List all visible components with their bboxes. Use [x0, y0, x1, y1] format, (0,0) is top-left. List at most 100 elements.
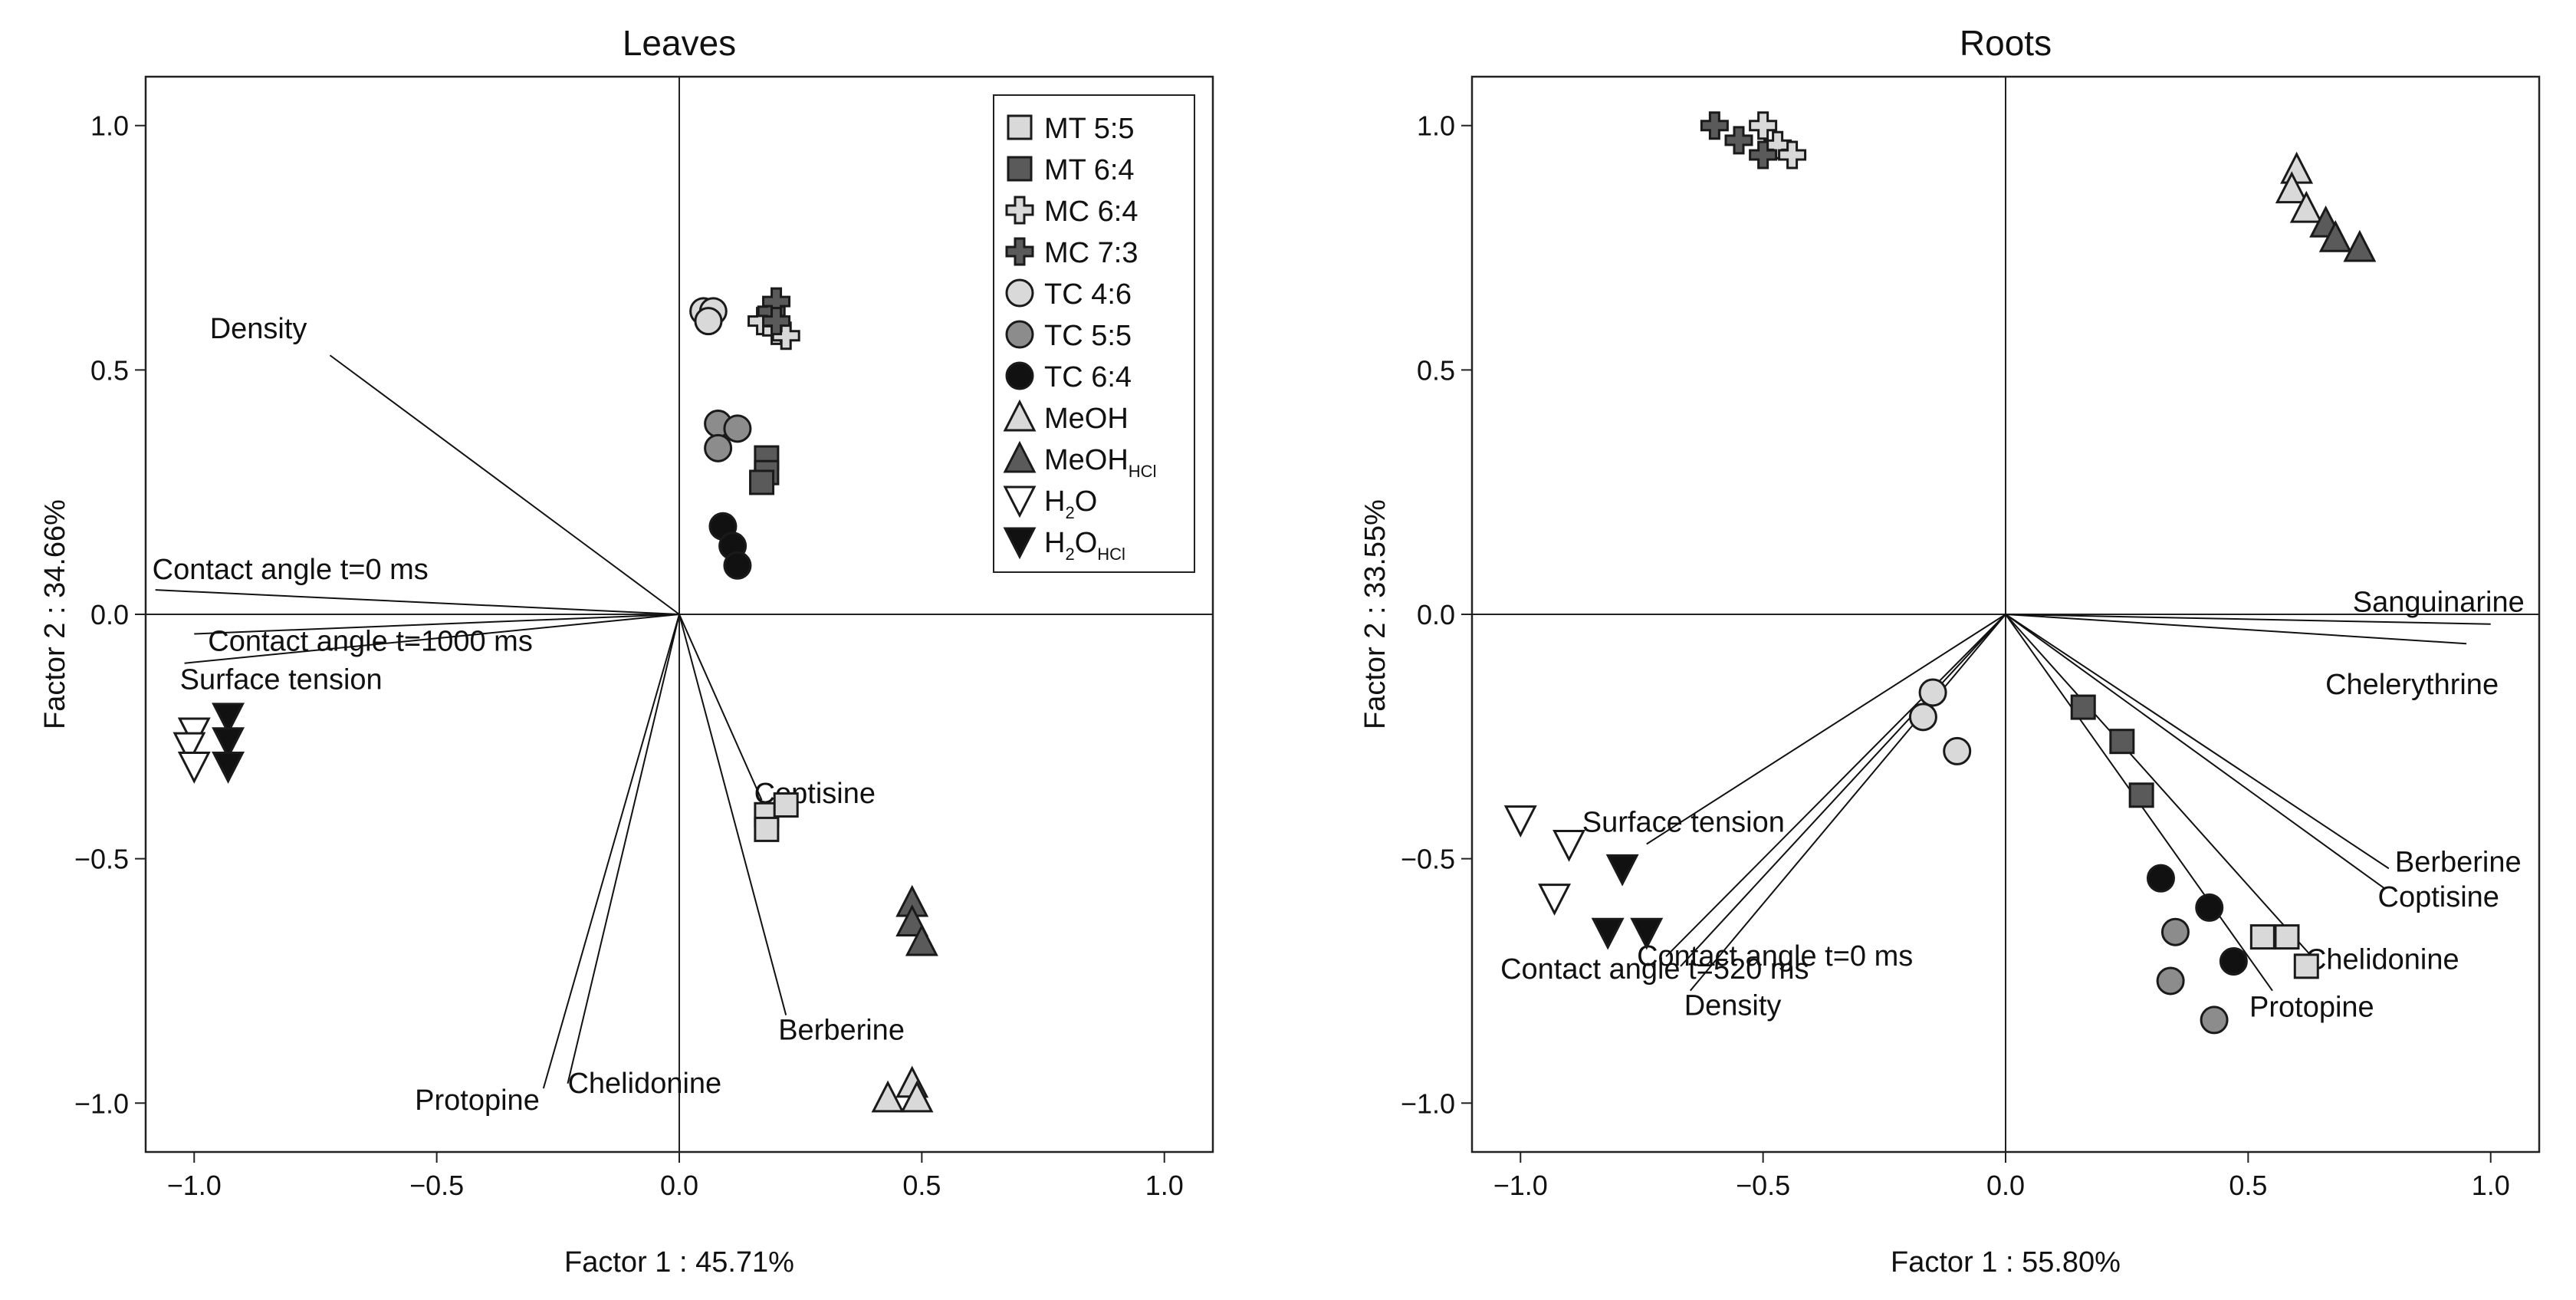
x-tick-label: −0.5 [409, 1170, 464, 1201]
data-point [2146, 864, 2175, 893]
vector-label: Surface tension [180, 664, 383, 696]
loading-vector [678, 614, 763, 801]
loading-vector [184, 614, 680, 664]
data-point [1605, 854, 1639, 887]
vector-label: Surface tension [1582, 807, 1785, 839]
circle-icon [1005, 320, 1034, 349]
data-point [212, 703, 245, 736]
legend-label: TC 6:4 [1044, 361, 1132, 393]
square-icon [1007, 114, 1033, 140]
y-axis-label: Factor 2 : 34.66% [39, 499, 71, 729]
legend-item: H2O [1003, 485, 1097, 522]
data-point [2343, 229, 2377, 262]
data-point [1538, 884, 1572, 916]
vector-label: Contact angle t=1000 ms [208, 625, 533, 657]
y-tick-label: 0.5 [90, 354, 129, 386]
score-points [172, 287, 938, 1113]
data-point [1908, 703, 1937, 732]
y-tick-label: −1.0 [1401, 1088, 1455, 1119]
x-tick-label: 1.0 [2472, 1170, 2510, 1201]
triangle-down-icon [1003, 485, 1037, 518]
score-points [1503, 111, 2377, 1035]
legend-item: MeOHHCl [1003, 440, 1156, 481]
data-point [1749, 111, 1778, 140]
x-axis-label: Factor 1 : 45.71% [564, 1246, 794, 1279]
legend-item: MT 6:4 [1007, 154, 1135, 186]
legend-label: H2OHCl [1044, 527, 1125, 564]
data-point [1778, 140, 1807, 169]
data-point [2128, 782, 2154, 808]
data-point [2318, 220, 2352, 252]
data-point [172, 732, 206, 765]
y-tick-label: 1.0 [1417, 110, 1455, 142]
loading-vector [2005, 614, 2390, 870]
y-tick-label: −0.5 [74, 844, 129, 875]
loading-vector [2005, 614, 2467, 645]
legend-label: MeOH [1044, 403, 1129, 435]
y-tick-label: 0.0 [90, 599, 129, 630]
legend-label: MT 5:5 [1044, 113, 1135, 145]
loading-vector [1689, 614, 2006, 992]
vector-label: Contact angle t=0 ms [153, 554, 429, 586]
data-point [762, 307, 791, 336]
loading-vector [542, 614, 680, 1089]
x-tick-label: 0.5 [2229, 1170, 2267, 1201]
legend-label: TC 4:6 [1044, 278, 1132, 311]
y-tick-label: 0.5 [1417, 354, 1455, 386]
loading-vector [2005, 614, 2317, 963]
data-point [2275, 171, 2308, 204]
data-point [2280, 151, 2314, 184]
data-point [1503, 805, 1537, 838]
legend-label: H2O [1044, 485, 1097, 522]
legend-label: MC 6:4 [1044, 196, 1138, 228]
data-point [2249, 924, 2275, 950]
tick-labels: −1.0 −0.5 0.0 0.5 1.0 −1.0 −0.5 0.0 0.5 1.0 [74, 110, 1184, 1201]
data-point [1749, 140, 1778, 169]
y-tick-label: −1.0 [74, 1088, 129, 1119]
data-point [2156, 966, 2185, 996]
vector-label: Contact angle t=520 ms [1500, 953, 1809, 986]
x-tick-label: 0.0 [1986, 1170, 2025, 1201]
vector-label: Chelidonine [567, 1068, 721, 1100]
data-point [2289, 190, 2323, 223]
data-point [1630, 917, 1664, 950]
circle-icon [1005, 278, 1034, 308]
data-point [1918, 678, 1947, 707]
triangle-up-icon [1003, 399, 1037, 432]
x-tick-label: 1.0 [1145, 1170, 1184, 1201]
data-point [2219, 946, 2248, 976]
data-point [2160, 917, 2190, 946]
x-tick-label: 0.0 [660, 1170, 698, 1201]
data-point [749, 469, 775, 495]
data-point [754, 816, 780, 842]
plus-icon [1005, 196, 1034, 225]
data-point [723, 551, 752, 580]
square-icon [1007, 156, 1033, 182]
data-point [871, 1080, 905, 1113]
vector-label: Density [1684, 990, 1782, 1022]
data-point [895, 904, 929, 936]
chart-title: Leaves [623, 23, 736, 63]
vector-label: Density [210, 313, 307, 345]
data-point [723, 414, 752, 443]
vector-label: Berberine [2395, 846, 2522, 878]
vector-label: Coptisine [2378, 881, 2499, 913]
triangle-down-icon [1003, 527, 1037, 560]
data-point [2195, 893, 2224, 922]
loading-vector [2005, 614, 2491, 625]
legend-item: TC 5:5 [1005, 320, 1132, 352]
vector-label: Sanguinarine [2353, 587, 2525, 619]
legend-label: MC 7:3 [1044, 237, 1138, 269]
legend-item: MC 6:4 [1005, 196, 1138, 228]
tick-labels: −1.0 −0.5 0.0 0.5 1.0 −1.0 −0.5 0.0 0.5 1.0 [1401, 110, 2510, 1201]
data-point [1943, 736, 1972, 765]
loading-vector [1646, 614, 2006, 845]
legend-label: MeOHHCl [1044, 444, 1156, 481]
loading-vector [567, 614, 680, 1084]
loading-vector [155, 589, 680, 615]
legend-items: MT 5:5 MT 6:4 MC 6:4 MC 7:3 TC 4:6 TC 5:5 TC 6… [1003, 113, 1156, 564]
roots-panel: Roots Sanguinarine Chelerythrine Berberine… [1359, 23, 2541, 1279]
data-point [212, 752, 245, 784]
vector-label: Protopine [2249, 992, 2374, 1024]
vector-label: Berberine [778, 1015, 905, 1047]
